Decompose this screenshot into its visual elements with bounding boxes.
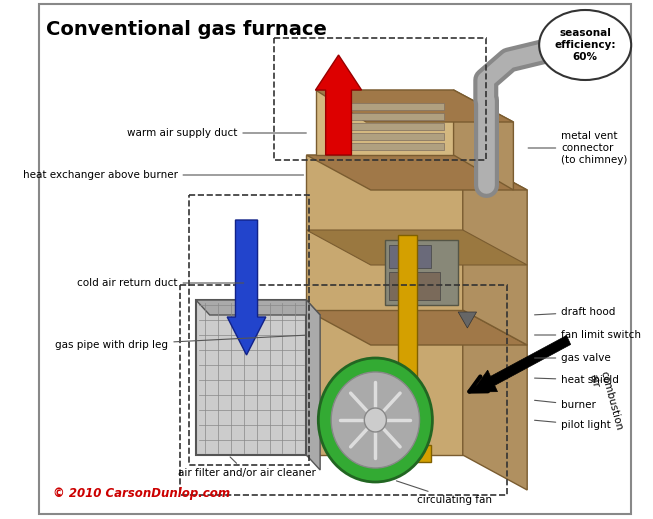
Text: draft hood: draft hood	[535, 307, 616, 317]
Text: warm air supply duct: warm air supply duct	[127, 128, 306, 138]
Polygon shape	[385, 240, 458, 305]
Text: circulating fan: circulating fan	[396, 481, 492, 505]
Text: cold air return duct: cold air return duct	[77, 278, 244, 288]
FancyArrow shape	[472, 335, 571, 392]
Text: pilot light: pilot light	[535, 420, 611, 430]
Text: fan limit switch: fan limit switch	[535, 330, 641, 340]
Text: burner: burner	[535, 400, 596, 410]
Bar	[189, 195, 309, 465]
Bar	[180, 285, 507, 495]
Ellipse shape	[565, 37, 591, 73]
Text: Conventional gas furnace: Conventional gas furnace	[46, 20, 326, 39]
Bar	[274, 38, 486, 160]
Polygon shape	[389, 245, 430, 268]
Polygon shape	[315, 90, 513, 122]
Polygon shape	[325, 143, 445, 150]
Text: heat exchanger above burner: heat exchanger above burner	[22, 170, 304, 180]
Polygon shape	[325, 133, 445, 140]
FancyArrow shape	[227, 220, 266, 355]
Polygon shape	[325, 103, 445, 110]
Ellipse shape	[539, 10, 631, 80]
Text: combustion
air: combustion air	[587, 370, 624, 434]
FancyArrow shape	[315, 55, 362, 155]
Polygon shape	[398, 235, 417, 455]
Polygon shape	[325, 113, 445, 120]
Polygon shape	[306, 300, 320, 470]
Polygon shape	[306, 310, 527, 345]
Circle shape	[364, 408, 387, 432]
Text: gas pipe with drip leg: gas pipe with drip leg	[56, 335, 306, 350]
Text: gas valve: gas valve	[535, 353, 611, 363]
Text: seasonal
efficiency:
60%: seasonal efficiency: 60%	[554, 29, 616, 62]
Polygon shape	[325, 123, 445, 130]
Text: air filter and/or air cleaner: air filter and/or air cleaner	[178, 457, 315, 478]
Polygon shape	[389, 272, 439, 300]
Polygon shape	[315, 90, 454, 155]
Polygon shape	[348, 390, 417, 415]
Polygon shape	[306, 155, 527, 190]
Polygon shape	[458, 312, 477, 328]
Text: © 2010 CarsonDunlop.com: © 2010 CarsonDunlop.com	[54, 487, 231, 500]
Circle shape	[331, 372, 419, 468]
Polygon shape	[387, 460, 392, 478]
Polygon shape	[306, 230, 527, 265]
Polygon shape	[196, 300, 306, 455]
Polygon shape	[306, 310, 463, 455]
Polygon shape	[463, 310, 527, 490]
Polygon shape	[306, 155, 463, 310]
Polygon shape	[463, 155, 527, 345]
Circle shape	[318, 358, 432, 482]
Polygon shape	[196, 300, 320, 315]
Polygon shape	[454, 90, 513, 190]
Text: heat shield: heat shield	[535, 375, 619, 385]
Text: metal vent
connector
(to chimney): metal vent connector (to chimney)	[528, 131, 628, 165]
Polygon shape	[389, 445, 430, 462]
